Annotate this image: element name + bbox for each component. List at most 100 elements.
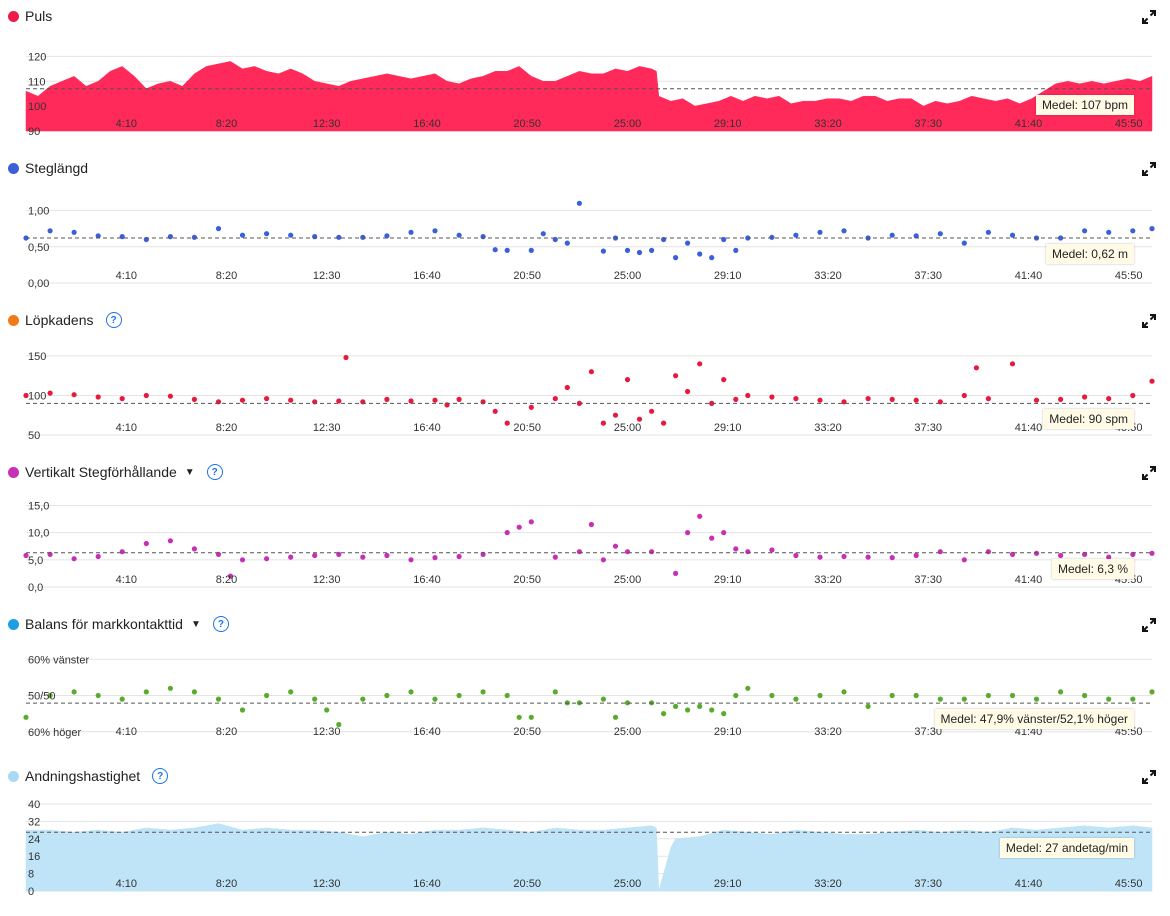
- data-point: [528, 404, 534, 410]
- x-tick-label: 29:10: [714, 270, 742, 282]
- data-point: [336, 234, 342, 240]
- expand-icon[interactable]: [1142, 466, 1156, 480]
- data-point: [1058, 396, 1064, 402]
- x-tick-label: 16:40: [413, 574, 441, 586]
- data-point: [191, 689, 197, 695]
- y-tick-label: 40: [28, 799, 40, 811]
- dropdown-caret-icon[interactable]: ▼: [184, 466, 195, 478]
- data-point: [733, 692, 739, 699]
- x-tick-label: 12:30: [313, 422, 341, 434]
- data-point: [336, 721, 342, 728]
- data-point: [1130, 228, 1136, 234]
- data-point: [685, 530, 691, 536]
- data-point: [769, 234, 775, 240]
- data-point: [504, 530, 510, 536]
- y-tick-label: 0,00: [28, 278, 49, 290]
- expand-icon[interactable]: [1142, 162, 1156, 176]
- panel-title[interactable]: Vertikalt Stegförhållande: [25, 464, 177, 480]
- data-point: [889, 396, 895, 402]
- expand-icon[interactable]: [1142, 10, 1156, 24]
- data-point: [1009, 232, 1016, 238]
- expand-icon[interactable]: [1142, 618, 1156, 632]
- help-icon[interactable]: ?: [212, 616, 229, 632]
- data-point: [288, 554, 294, 560]
- data-point: [528, 714, 534, 720]
- data-point: [817, 229, 823, 235]
- x-tick-label: 33:20: [814, 878, 842, 890]
- chart-plot: 150 100 50 4:10 8:20 12:30 16:40 20:50 25:00 29:1…: [23, 351, 1155, 442]
- x-tick-label: 16:40: [413, 270, 441, 282]
- expand-icon[interactable]: [1142, 314, 1156, 328]
- data-point: [709, 707, 715, 713]
- x-tick-label: 41:40: [1015, 878, 1043, 890]
- chart-plot: 1,00 0,50 0,00 4:10 8:20 12:30 16:40 20:50 25:00…: [23, 200, 1155, 290]
- average-label: Medel: 6,3 %: [1051, 559, 1134, 579]
- data-point: [540, 231, 546, 237]
- chart-panel-3: Löpkadens? 150 100 50 4:10 8:20 12:30 16:40 20:5…: [0, 308, 1170, 460]
- data-point: [961, 557, 967, 563]
- data-point: [312, 552, 318, 559]
- data-point: [408, 229, 414, 235]
- data-point: [264, 692, 270, 699]
- data-point: [685, 707, 691, 713]
- data-point: [71, 229, 77, 235]
- data-point: [721, 711, 727, 717]
- y-tick-label: 100: [28, 391, 46, 403]
- help-icon[interactable]: ?: [206, 464, 223, 480]
- x-tick-label: 41:40: [1015, 118, 1043, 130]
- data-point: [961, 392, 967, 399]
- help-icon[interactable]: ?: [152, 768, 169, 784]
- data-point: [588, 521, 595, 528]
- x-tick-label: 33:20: [814, 422, 842, 434]
- data-point: [865, 703, 871, 709]
- data-point: [973, 365, 980, 371]
- average-label: Medel: 90 spm: [1043, 409, 1134, 429]
- help-icon[interactable]: ?: [105, 312, 122, 328]
- y-tick-label: 50: [28, 430, 40, 442]
- data-point: [143, 392, 149, 399]
- x-tick-label: 37:30: [914, 270, 942, 282]
- dropdown-caret-icon[interactable]: ▼: [190, 618, 201, 630]
- x-tick-label: 8:20: [216, 878, 237, 890]
- data-point: [961, 240, 967, 246]
- data-point: [1106, 554, 1112, 560]
- legend-dot-icon: [8, 618, 19, 630]
- x-tick-label: 12:30: [313, 726, 341, 738]
- data-point: [504, 692, 510, 699]
- data-point: [709, 400, 715, 406]
- data-point: [47, 390, 53, 396]
- x-tick-label: 37:30: [914, 118, 942, 130]
- panel-header: Steglängd: [8, 156, 88, 180]
- data-point: [913, 233, 919, 239]
- data-point: [733, 396, 739, 402]
- data-point: [1033, 696, 1040, 702]
- x-tick-label: 41:40: [1015, 726, 1043, 738]
- x-tick-label: 45:50: [1115, 118, 1143, 130]
- panel-title[interactable]: Balans för markkontakttid: [25, 616, 183, 632]
- data-point: [793, 232, 799, 238]
- data-point: [937, 549, 943, 555]
- data-point: [95, 233, 101, 239]
- data-point: [1082, 692, 1088, 699]
- data-point: [624, 247, 631, 253]
- y-tick-label: 0,50: [28, 242, 49, 254]
- data-point: [432, 228, 438, 234]
- panel-title: Löpkadens: [25, 312, 94, 328]
- panel-title: Andningshastighet: [25, 768, 141, 784]
- data-point: [1149, 378, 1155, 384]
- data-point: [504, 420, 510, 426]
- x-tick-label: 12:30: [313, 878, 341, 890]
- data-point: [1058, 689, 1064, 695]
- x-tick-label: 8:20: [216, 118, 237, 130]
- x-tick-label: 29:10: [714, 422, 742, 434]
- data-point: [697, 251, 703, 257]
- y-tick-label: 120: [28, 51, 46, 63]
- data-point: [661, 711, 667, 717]
- data-point: [636, 249, 643, 256]
- data-point: [23, 392, 29, 399]
- x-tick-label: 25:00: [614, 574, 642, 586]
- y-tick-label: 10,0: [28, 528, 49, 540]
- data-point: [612, 543, 619, 549]
- expand-icon[interactable]: [1142, 770, 1156, 784]
- data-point: [264, 556, 270, 562]
